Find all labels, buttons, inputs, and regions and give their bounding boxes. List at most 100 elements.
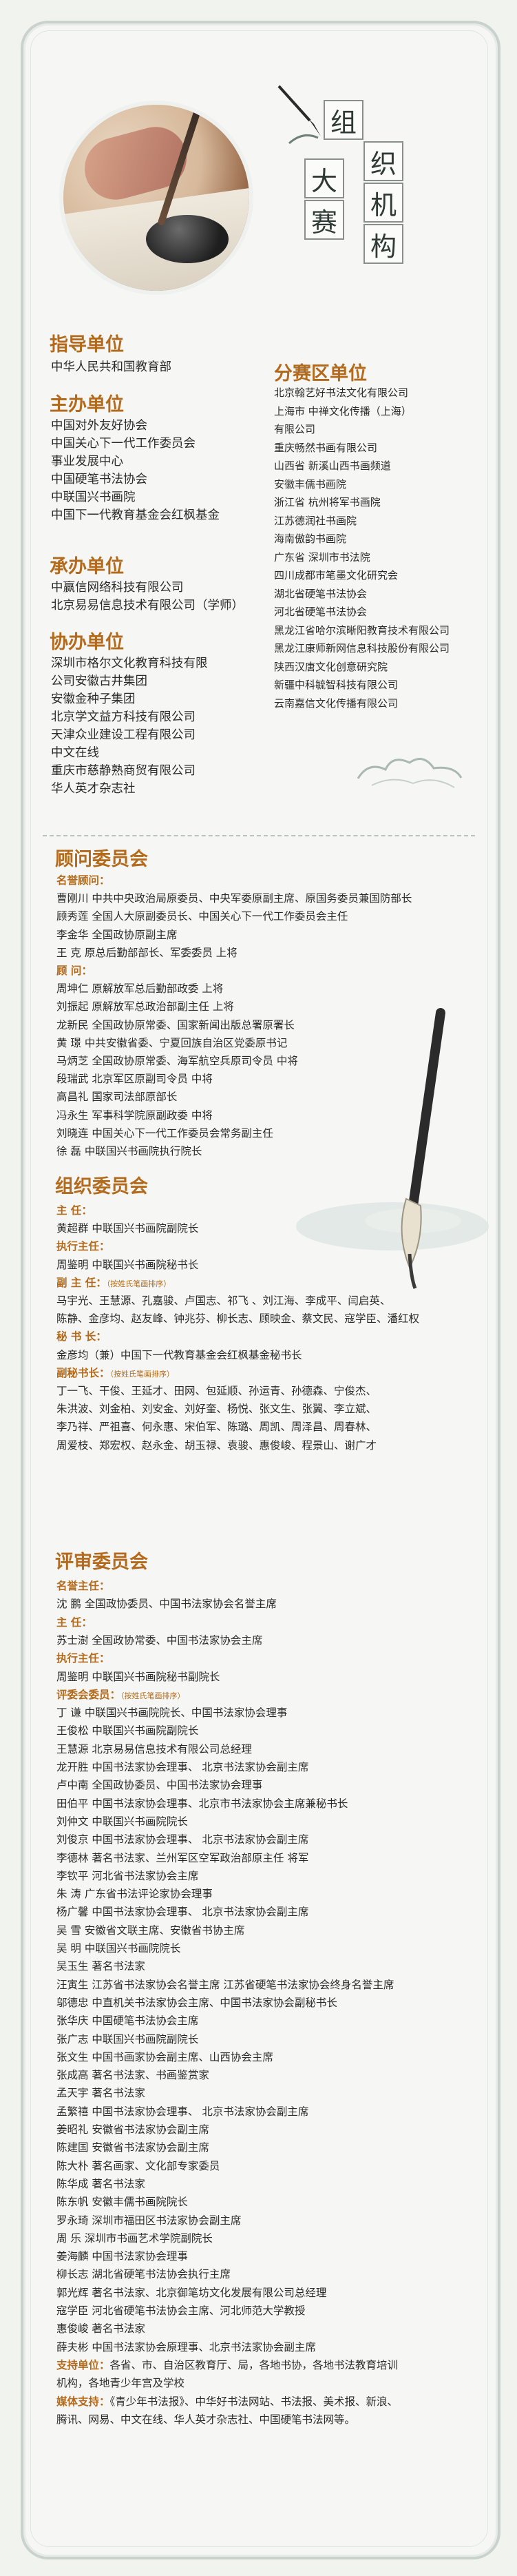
- member-line: 姜昭礼 安徽省书法家协会副主席: [56, 2123, 209, 2136]
- role-label: 执行主任：: [56, 1651, 110, 1665]
- role-label: 顾 问：: [56, 964, 92, 977]
- heading-review: 评审委员会: [55, 1552, 148, 1573]
- member-line: 孟天宇 著名书法家: [56, 2087, 145, 2100]
- dashed-divider: [43, 835, 475, 836]
- heading-organizer: 承办单位: [50, 556, 124, 577]
- heading-division: 分赛区单位: [274, 363, 367, 384]
- member-line: 陈建国 安徽省书法家协会副主席: [56, 2141, 209, 2154]
- division-unit: 安徽丰儒书画院: [274, 477, 347, 491]
- title-char-5: 大: [304, 158, 344, 198]
- member-line: 冯永生 军事科学院原副政委 中将: [56, 1109, 213, 1122]
- member-line: 薛夫彬 中国书法家协会原理事、北京书法家协会副主席: [56, 2340, 316, 2353]
- member-line: 李钦平 河北省书法家协会主席: [56, 1869, 199, 1882]
- division-unit: 浙江省 杭州将军书画院: [274, 496, 381, 508]
- unit-line: 安徽金种子集团: [51, 692, 136, 706]
- member-line: 朱洪波、刘金柏、刘安金、刘好奎、杨悦、张文生、张翼、李立斌、: [56, 1403, 377, 1416]
- member-line: 丁一飞、干俊、王延才、田网、包延顺、孙运青、孙德森、宁俊杰、: [56, 1385, 377, 1397]
- member-line: 黄 璟 中共安徽省委、宁夏回族自治区党委原书记: [56, 1036, 288, 1049]
- title-char-4: 构: [363, 224, 403, 264]
- member-line: 吴玉生 著名书法家: [56, 1960, 145, 1973]
- unit-line: 北京易易信息技术有限公司（学师）: [51, 599, 244, 612]
- member-line: 姜海麟 中国书法家协会理事: [56, 2250, 188, 2263]
- unit-line: 公司安徽古井集团: [51, 674, 147, 688]
- title-char-2: 织: [363, 141, 403, 181]
- cloud-ornament: [357, 758, 463, 788]
- unit-line: 华人英才杂志社: [51, 782, 136, 796]
- member-line: 龙开胜 中国书法家协会理事、 北京书法家协会副主席: [56, 1761, 309, 1773]
- support-text: 《青少年书法报》、中华好书法网站、书法报、美术报、新浪、: [109, 2395, 399, 2408]
- member-line: 周鉴明 中联国兴书画院秘书长: [56, 1258, 199, 1271]
- member-line: 腾讯、网易、中文在线、华人英才杂志社、中国硬笔书法网等。: [56, 2413, 356, 2426]
- sort-note: （按姓氏笔画排序）: [120, 1691, 185, 1700]
- unit-line: 事业发展中心: [51, 455, 123, 468]
- role-label: 主 任：: [56, 1615, 92, 1629]
- member-line: 顾秀莲 全国人大原副委员长、中国关心下一代工作委员会主任: [56, 910, 348, 923]
- sort-note: （按姓氏笔画排序）: [109, 1369, 175, 1379]
- member-line: 陈华成 著名书法家: [56, 2177, 145, 2190]
- calligraphy-photo: [63, 105, 249, 291]
- heading-advisory: 顾问委员会: [55, 849, 148, 870]
- member-line: 高昌礼 国家司法部原部长: [56, 1091, 178, 1104]
- member-line: 龙新民 全国政协原常委、国家新闻出版总署原署长: [56, 1018, 295, 1031]
- member-line: 段瑞武 北京军区原副司令员 中将: [56, 1073, 213, 1086]
- member-line: 刘振起 原解放军总政治部副主任 上将: [56, 1000, 234, 1013]
- support-label: 媒体支持：: [56, 2394, 110, 2408]
- division-unit: 海南傲韵书画院: [274, 533, 347, 545]
- division-unit: 云南嘉信文化传播有限公司: [274, 697, 399, 710]
- division-unit: 山西省 新溪山西书画频道: [274, 460, 391, 472]
- role-label: 评委会委员：（按姓氏笔画排序）: [56, 1687, 185, 1701]
- unit-line: 北京学文益方科技有限公司: [51, 710, 196, 724]
- support-line: 支持单位：各省、市、自治区教育厅、局，各地书协，各地书法教育培训: [56, 2357, 398, 2373]
- division-unit: 重庆畅然书画有限公司: [274, 441, 378, 454]
- unit-line: 中文在线: [51, 746, 99, 760]
- member-line: 沈 鹏 全国政协委员、中国书法家协会名誉主席: [56, 1598, 277, 1611]
- unit-line: 中国对外友好协会: [51, 419, 147, 433]
- support-line: 媒体支持：《青少年书法报》、中华好书法网站、书法报、美术报、新浪、: [56, 2393, 398, 2410]
- division-unit: 新疆中科毓智科技有限公司: [274, 679, 399, 691]
- division-unit: 黑龙江省哈尔滨晰阳教育技术有限公司: [274, 624, 450, 637]
- member-line: 张华庆 中国硬笔书法协会主席: [56, 2015, 199, 2028]
- member-line: 机构，各地青少年宫及学校: [56, 2377, 185, 2390]
- role-label: 秘 书 长：: [56, 1330, 107, 1343]
- division-unit: 陕西汉唐文化创意研究院: [274, 660, 388, 673]
- brush-icon: [277, 85, 321, 145]
- member-line: 罗永琦 深圳市福田区书法家协会副主席: [56, 2214, 242, 2227]
- unit-line: 中华人民共和国教育部: [51, 360, 171, 374]
- member-line: 周 乐 深圳市书画艺术学院副院长: [56, 2232, 213, 2245]
- support-text: 各省、市、自治区教育厅、局，各地书协，各地书法教育培训: [109, 2358, 399, 2371]
- member-line: 周坤仁 原解放军总后勤部政委 上将: [56, 982, 224, 996]
- member-line: 张广志 中联国兴书画院副院长: [56, 2032, 199, 2046]
- role-label: 执行主任：: [56, 1239, 110, 1253]
- division-unit: 黑龙江康师新网信息科技股份有限公司: [274, 642, 450, 655]
- member-line: 郭光辉 著名书法家、北京御笔坊文化发展有限公司总经理: [56, 2286, 327, 2299]
- brush-pen-icon: [401, 1008, 445, 1289]
- member-line: 金彦均（兼）中国下一代教育基金会红枫基金秘书长: [56, 1348, 302, 1361]
- member-line: 汪寅生 江苏省书法家协会名誉主席 江苏省硬笔书法家协会终身名誉主席: [56, 1978, 394, 1991]
- member-line: 刘晓连 中国关心下一代工作委员会常务副主任: [56, 1126, 273, 1140]
- member-line: 刘仲文 中联国兴书画院院长: [56, 1815, 188, 1828]
- division-unit: 江苏德润社书画院: [274, 514, 357, 527]
- member-line: 孟繁禧 中国书法家协会理事、 北京书法家协会副主席: [56, 2105, 309, 2118]
- member-line: 张文生 中国书画家协会副主席、山西协会主席: [56, 2050, 273, 2063]
- heading-host: 主办单位: [50, 394, 124, 415]
- heading-organizing: 组织委员会: [55, 1176, 148, 1197]
- division-unit: 广东省 深圳市书法院: [274, 550, 370, 564]
- member-line: 马炳芝 全国政协原常委、海军航空兵原司令员 中将: [56, 1055, 298, 1067]
- member-line: 张成高 著名书法家、书画鉴赏家: [56, 2069, 209, 2082]
- member-line: 吴 明 中联国兴书画院院长: [56, 1942, 181, 1955]
- title-char-3: 机: [363, 183, 403, 223]
- member-line: 周爱枝、郑宏权、赵永金、胡玉禄、袁骏、惠俊峻、程景山、谢广才: [56, 1439, 377, 1452]
- division-unit: 湖北省硬笔书法协会: [274, 587, 368, 600]
- title-char-6: 赛: [304, 200, 344, 240]
- division-unit: 北京翰艺好书法文化有限公司: [274, 387, 409, 399]
- division-unit: 上海市 中禅文化传播（上海）: [274, 404, 412, 418]
- member-line: 李德林 著名书法家、兰州军区空军政治部原主任 将军: [56, 1851, 309, 1864]
- member-line: 曹刚川 中共中央政治局原委员、中央军委原副主席、原国务委员兼国防部长: [56, 892, 412, 905]
- unit-line: 中国下一代教育基金会红枫基金: [51, 508, 220, 522]
- member-line: 马宇光、王慧源、孔嘉骏、卢国志、祁飞 、刘江海、李成平、闫启英、: [56, 1295, 391, 1307]
- member-line: 苏士澍 全国政协常委、中国书法家协会主席: [56, 1634, 263, 1647]
- heading-guidance: 指导单位: [50, 334, 124, 356]
- member-line: 邬德忠 中直机关书法家协会主席、中国书法家协会副秘书长: [56, 1996, 337, 2009]
- member-line: 王慧源 北京易易信息技术有限公司总经理: [56, 1742, 252, 1755]
- title-char-1: 组: [324, 100, 363, 140]
